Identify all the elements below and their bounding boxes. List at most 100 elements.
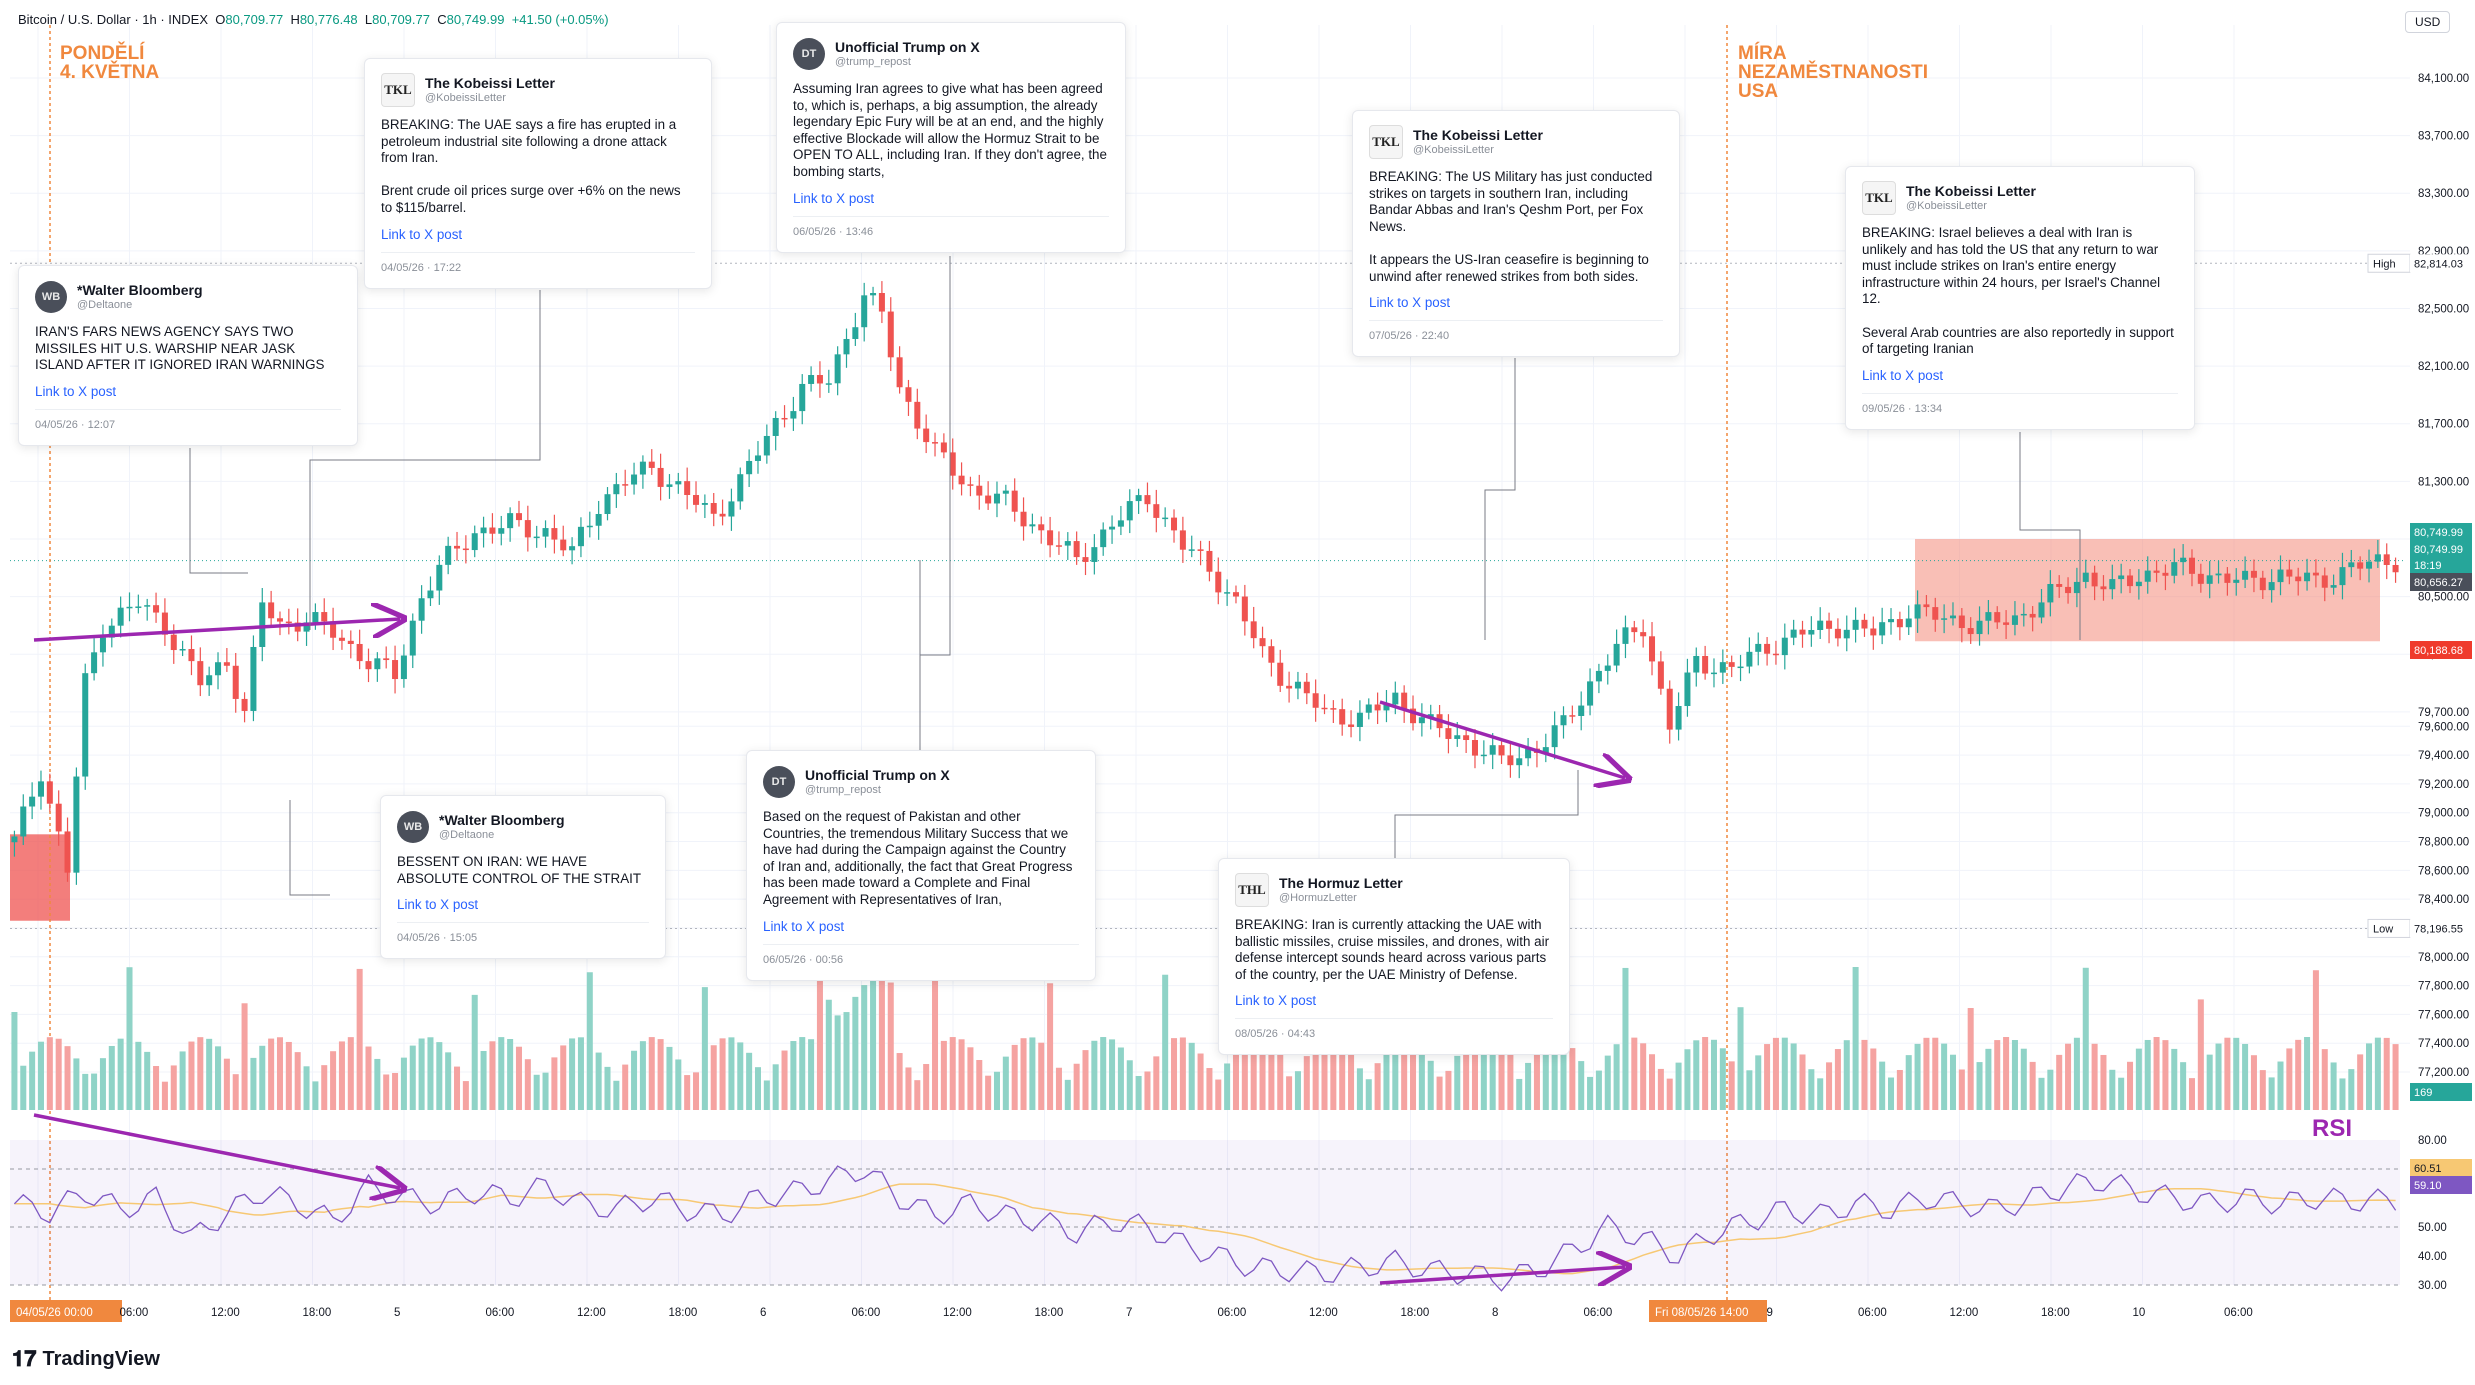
volume-bar [471, 994, 478, 1110]
post-link[interactable]: Link to X post [1369, 295, 1451, 311]
volume-bar [1100, 1037, 1107, 1110]
volume-bar [1020, 1038, 1027, 1110]
volume-bar [1941, 1043, 1948, 1110]
volume-bar [1525, 1062, 1532, 1110]
volume-bar [808, 1039, 815, 1110]
candle [569, 546, 576, 551]
low-price-label-tag-text: Low [2373, 923, 2393, 935]
volume-bar [276, 1037, 283, 1110]
candle [135, 606, 142, 608]
post-date: 09/05/26 · 13:34 [1862, 392, 2178, 415]
price-tick: 82,100.00 [2418, 361, 2469, 373]
candle [338, 637, 345, 641]
price-tick: 78,000.00 [2418, 952, 2469, 964]
volume-bar [737, 1042, 744, 1110]
volume-bar [1126, 1060, 1133, 1110]
candle [1020, 511, 1027, 527]
volume-bar [29, 1051, 36, 1110]
candle [480, 527, 487, 534]
candle [754, 455, 761, 461]
candle [1224, 592, 1231, 594]
volume-bar [135, 1041, 142, 1110]
candle [2286, 569, 2293, 577]
candle [1640, 632, 1647, 637]
candle [524, 520, 531, 538]
volume-bar [161, 1081, 168, 1110]
time-tick: 12:00 [577, 1307, 606, 1319]
candle [586, 525, 593, 528]
candle [2233, 579, 2240, 583]
volume-bar [1861, 1039, 1868, 1110]
volume-bar [2224, 1037, 2231, 1110]
volume-bar [1737, 1007, 1744, 1110]
low-price-label-text: 78,196.55 [2414, 923, 2463, 935]
candle [551, 528, 558, 540]
volume-bar [1206, 1068, 1213, 1110]
candle [1923, 604, 1930, 608]
candle [967, 484, 974, 486]
volume-bar [1197, 1053, 1204, 1110]
volume-bar [1312, 1044, 1319, 1110]
candle [1002, 490, 1009, 494]
session-price-label [2410, 641, 2472, 659]
time-tick: 7 [1126, 1307, 1132, 1319]
session-volume-block [10, 834, 70, 921]
candle [684, 481, 691, 496]
candle [188, 649, 195, 662]
candle [1764, 643, 1771, 654]
volume-bar [2259, 1070, 2266, 1110]
post-link[interactable]: Link to X post [763, 918, 845, 934]
post-card: THL The Hormuz Letter @HormuzLetter BREAK… [1218, 858, 1570, 1056]
post-link[interactable]: Link to X post [1862, 367, 1944, 383]
volume-bar [1640, 1043, 1647, 1110]
volume-bar [2100, 1054, 2107, 1110]
rsi-ma-line [14, 1183, 2396, 1275]
currency-button[interactable]: USD [2405, 11, 2451, 33]
volume-bar [117, 1038, 124, 1110]
candle [471, 533, 478, 551]
post-text: Assuming Iran agrees to give what has be… [793, 81, 1107, 179]
time-tick: 18:00 [1035, 1307, 1064, 1319]
candle [887, 311, 894, 358]
avatar: TKL [1862, 181, 1896, 215]
candle [781, 417, 788, 420]
candle [1622, 627, 1629, 644]
volume-bar [1587, 1076, 1594, 1110]
volume-bar [1073, 1063, 1080, 1110]
volume-bar [330, 1051, 337, 1110]
volume-bar [772, 1064, 779, 1110]
volume-bar [1675, 1062, 1682, 1110]
time-tick: 12:00 [943, 1307, 972, 1319]
volume-bar [2188, 1078, 2195, 1110]
candle [29, 796, 36, 807]
candle [2082, 572, 2089, 582]
post-date: 04/05/26 · 17:22 [381, 251, 695, 274]
candle [622, 484, 629, 486]
volume-bar [1728, 1061, 1735, 1110]
candle [2029, 613, 2036, 618]
post-link[interactable]: Link to X post [397, 897, 479, 913]
candle [206, 675, 213, 686]
post-link[interactable]: Link to X post [793, 190, 875, 206]
candle [1746, 651, 1753, 667]
volume-bar [1480, 1037, 1487, 1110]
candle [2056, 584, 2063, 587]
candle [507, 513, 514, 529]
volume-bar [91, 1073, 98, 1110]
candle [2357, 562, 2364, 569]
avatar: TKL [381, 73, 415, 107]
time-tick: 18:00 [2041, 1307, 2070, 1319]
volume-bar [887, 982, 894, 1110]
post-link[interactable]: Link to X post [35, 383, 117, 399]
volume-bar [569, 1038, 576, 1110]
volume-bar [1294, 1071, 1301, 1110]
volume-bar [1418, 1047, 1425, 1110]
post-link[interactable]: Link to X post [1235, 993, 1317, 1009]
post-link[interactable]: Link to X post [381, 226, 463, 242]
candle [2215, 573, 2222, 576]
volume-bar [551, 1057, 558, 1110]
candle [1445, 728, 1452, 739]
candle [259, 602, 266, 647]
volume-bar [1879, 1061, 1886, 1110]
